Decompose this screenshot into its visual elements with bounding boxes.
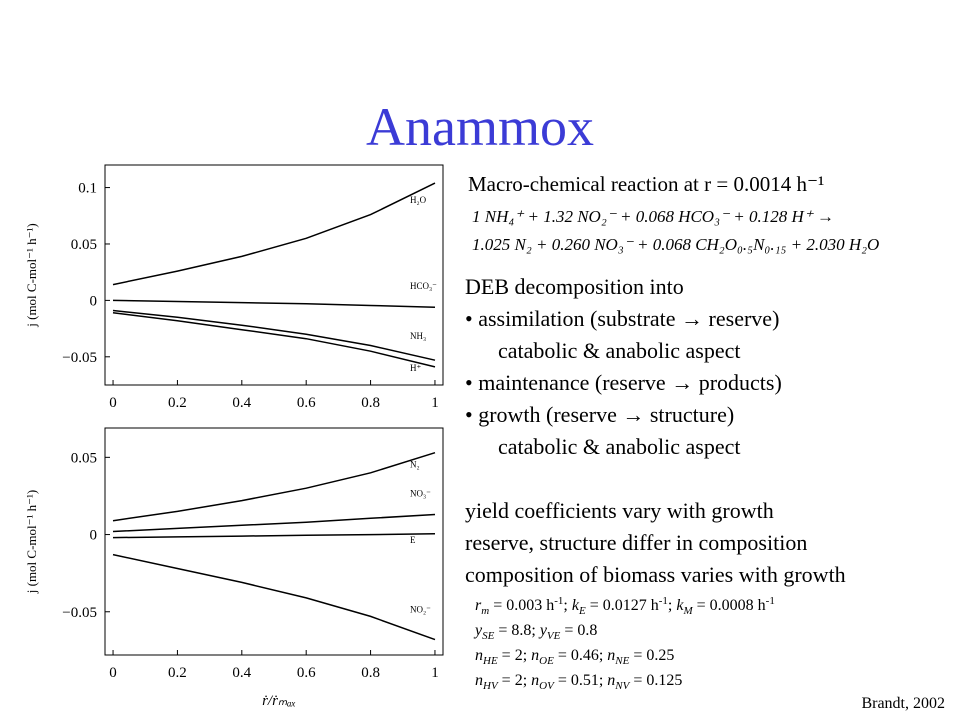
x-tick-label: 0.2 (168, 395, 187, 411)
x-tick-label: 0.8 (361, 665, 380, 681)
series-label: NO₂⁻ (410, 605, 431, 615)
superscript: -1 (659, 595, 668, 607)
reaction-heading: Macro-chemical reaction at r = 0.0014 h⁻… (468, 172, 824, 196)
series-line (112, 451, 436, 522)
subscript: HE (482, 655, 498, 667)
x-tick-label: 0 (109, 395, 117, 411)
text-run: = 0.003 h (489, 597, 554, 614)
italic-run: n (475, 672, 483, 689)
bullet-detail: catabolic & anabolic aspect (498, 434, 741, 459)
bullet-detail: catabolic & anabolic aspect (498, 338, 741, 363)
slide-title: Anammox (366, 97, 594, 157)
y-axis-label: j (mol C-mol⁻¹ h⁻¹) (24, 223, 39, 328)
italic-run: k (676, 597, 684, 614)
bullet: • maintenance (reserve → products) (465, 370, 782, 395)
italic-run: n (607, 672, 615, 689)
series-line (112, 182, 436, 286)
subscript: OV (539, 680, 555, 692)
x-tick-label: 1 (431, 395, 439, 411)
x-tick-label: 0.2 (168, 665, 187, 681)
x-tick-label: 0.4 (232, 395, 251, 411)
series-line (112, 299, 436, 308)
equation-line: 1 NH₄⁺ + 1.32 NO₂⁻ + 0.068 HCO₃⁻ + 0.128… (472, 207, 834, 226)
text-run: = 0.125 (629, 672, 682, 689)
decomposition-heading: DEB decomposition into (465, 274, 684, 299)
italic-run: n (607, 647, 615, 664)
text-run: = 2; (498, 647, 531, 664)
x-tick-label: 0.4 (232, 665, 251, 681)
text-run: = 0.0127 h (586, 597, 659, 614)
subscript: NV (614, 680, 630, 692)
text-run: ; (668, 597, 676, 614)
text-run: = 8.8; (494, 622, 539, 639)
parameter-line: rm = 0.003 h-1; kE = 0.0127 h-1; kM = 0.… (475, 595, 775, 617)
series-label: HCO₃⁻ (410, 281, 437, 291)
x-tick-label: 0.6 (297, 665, 316, 681)
text-run: = 0.51; (554, 672, 607, 689)
subscript: E (578, 605, 586, 617)
note: composition of biomass varies with growt… (465, 562, 846, 587)
y-tick-label: 0.1 (78, 181, 97, 197)
parameter-line: ySE = 8.8; yVE = 0.8 (473, 622, 597, 642)
y-axis-label: j (mol C-mol⁻¹ h⁻¹) (24, 490, 39, 595)
subscript: M (682, 605, 693, 617)
x-tick-label: 0.6 (297, 395, 316, 411)
series-label: NO₃⁻ (410, 488, 431, 498)
bullet: • assimilation (substrate → reserve) (465, 306, 779, 331)
text-run: = 0.8 (560, 622, 597, 639)
note: reserve, structure differ in composition (465, 530, 807, 555)
equation-line: 1.025 N₂ + 0.260 NO₃⁻ + 0.068 CH₂O₀.₅N₀.… (472, 235, 879, 254)
subscript: VE (547, 630, 561, 642)
series-label: NH₃ (410, 331, 426, 341)
subscript: m (481, 605, 489, 617)
series-line (112, 312, 436, 368)
text-run: = 0.25 (629, 647, 674, 664)
x-axis-label: ṙ/ṙₘₐₓ (262, 693, 296, 709)
series-label: H⁺ (410, 363, 421, 373)
y-tick-label: −0.05 (62, 605, 97, 621)
plot-frame (104, 164, 444, 386)
x-tick-label: 1 (431, 665, 439, 681)
y-tick-label: 0 (90, 528, 98, 544)
subscript: HV (482, 680, 499, 692)
y-tick-label: 0.05 (71, 450, 97, 466)
y-tick-label: 0.05 (71, 237, 97, 253)
italic-run: n (531, 672, 539, 689)
subscript: NE (614, 655, 629, 667)
italic-run: k (572, 597, 580, 614)
series-label: E (410, 535, 416, 545)
x-tick-label: 0.8 (361, 395, 380, 411)
superscript: -1 (554, 595, 563, 607)
y-tick-label: 0 (90, 293, 98, 309)
superscript: -1 (766, 595, 775, 607)
text-run: = 2; (498, 672, 531, 689)
italic-run: y (473, 622, 483, 639)
note: yield coefficients vary with growth (465, 498, 774, 523)
series-label: N₂ (410, 460, 420, 470)
bullet: • growth (reserve → structure) (465, 402, 734, 427)
italic-run: r (475, 597, 482, 614)
text-run: = 0.0008 h (693, 597, 766, 614)
x-tick-label: 0 (109, 665, 117, 681)
y-tick-label: −0.05 (62, 350, 97, 366)
parameter-line: nHV = 2; nOV = 0.51; nNV = 0.125 (475, 672, 682, 692)
source: Brandt, 2002 (861, 695, 945, 712)
italic-run: n (531, 647, 539, 664)
series-line (112, 553, 436, 641)
plot-frame (104, 427, 444, 656)
italic-run: n (475, 647, 483, 664)
series-line (112, 513, 436, 533)
text-run: ; (563, 597, 571, 614)
italic-run: y (538, 622, 548, 639)
series-line (112, 309, 436, 361)
subscript: OE (539, 655, 554, 667)
subscript: SE (482, 630, 495, 642)
text-run: = 0.46; (554, 647, 607, 664)
series-label: H₂O (410, 195, 427, 205)
parameter-line: nHE = 2; nOE = 0.46; nNE = 0.25 (475, 647, 674, 667)
series-line (112, 533, 436, 539)
